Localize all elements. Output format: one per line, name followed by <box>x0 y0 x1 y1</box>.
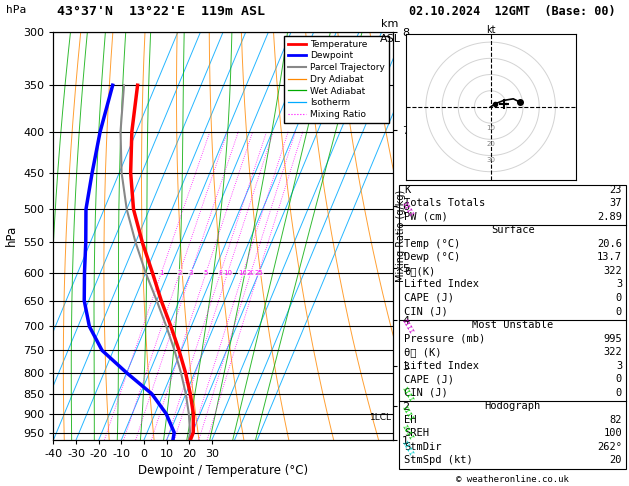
Text: Hodograph: Hodograph <box>484 401 541 411</box>
Text: 0: 0 <box>616 388 622 398</box>
Text: 262°: 262° <box>597 442 622 452</box>
Text: 8: 8 <box>218 270 223 276</box>
Text: Surface: Surface <box>491 226 535 235</box>
Text: SREH: SREH <box>404 428 430 438</box>
Text: 100: 100 <box>603 428 622 438</box>
Text: © weatheronline.co.uk: © weatheronline.co.uk <box>456 474 569 484</box>
Text: IIII: IIII <box>401 424 415 441</box>
Text: StmSpd (kt): StmSpd (kt) <box>404 455 473 466</box>
Text: 1: 1 <box>159 270 164 276</box>
Text: 30: 30 <box>486 157 495 163</box>
Text: Mixing Ratio (g/kg): Mixing Ratio (g/kg) <box>396 190 406 282</box>
Text: 2.89: 2.89 <box>597 212 622 222</box>
Text: EH: EH <box>404 415 417 425</box>
Text: 3: 3 <box>616 279 622 290</box>
Text: 995: 995 <box>603 333 622 344</box>
Text: 1LCL: 1LCL <box>370 413 392 422</box>
Text: 3: 3 <box>189 270 193 276</box>
Text: 25: 25 <box>254 270 263 276</box>
Text: Lifted Index: Lifted Index <box>404 279 479 290</box>
Text: 322: 322 <box>603 347 622 357</box>
Text: K: K <box>404 185 411 195</box>
Text: 37: 37 <box>610 198 622 208</box>
Text: 0: 0 <box>616 374 622 384</box>
Text: 43°37'N  13°22'E  119m ASL: 43°37'N 13°22'E 119m ASL <box>57 5 265 18</box>
Text: 02.10.2024  12GMT  (Base: 00): 02.10.2024 12GMT (Base: 00) <box>409 5 616 18</box>
Text: Most Unstable: Most Unstable <box>472 320 554 330</box>
Text: 20: 20 <box>486 141 495 147</box>
Text: 3: 3 <box>616 361 622 371</box>
Text: θᴁ(K): θᴁ(K) <box>404 266 436 276</box>
Text: IIII: IIII <box>401 317 415 335</box>
Text: hPa: hPa <box>6 5 26 15</box>
Text: IIII: IIII <box>401 200 415 218</box>
Text: 13.7: 13.7 <box>597 252 622 262</box>
Text: 20: 20 <box>610 455 622 466</box>
Text: IIII: IIII <box>401 385 415 403</box>
Text: CIN (J): CIN (J) <box>404 307 448 316</box>
Text: Dewp (°C): Dewp (°C) <box>404 252 460 262</box>
X-axis label: kt: kt <box>486 25 496 35</box>
Text: θᴁ (K): θᴁ (K) <box>404 347 442 357</box>
Text: IIII: IIII <box>401 440 415 457</box>
Text: 322: 322 <box>603 266 622 276</box>
Text: PW (cm): PW (cm) <box>404 212 448 222</box>
Text: 2: 2 <box>177 270 182 276</box>
Text: 20.6: 20.6 <box>597 239 622 249</box>
Text: ASL: ASL <box>379 34 401 44</box>
Text: 10: 10 <box>486 125 495 131</box>
Text: Lifted Index: Lifted Index <box>404 361 479 371</box>
Text: 16: 16 <box>238 270 248 276</box>
Text: 82: 82 <box>610 415 622 425</box>
Text: Totals Totals: Totals Totals <box>404 198 486 208</box>
Legend: Temperature, Dewpoint, Parcel Trajectory, Dry Adiabat, Wet Adiabat, Isotherm, Mi: Temperature, Dewpoint, Parcel Trajectory… <box>284 36 389 122</box>
Text: CIN (J): CIN (J) <box>404 388 448 398</box>
Text: 0: 0 <box>616 307 622 316</box>
Text: 10: 10 <box>223 270 232 276</box>
Text: StmDir: StmDir <box>404 442 442 452</box>
Text: 5: 5 <box>204 270 208 276</box>
Text: CAPE (J): CAPE (J) <box>404 293 454 303</box>
Text: km: km <box>381 19 399 29</box>
Y-axis label: hPa: hPa <box>5 225 18 246</box>
Text: Temp (°C): Temp (°C) <box>404 239 460 249</box>
Text: CAPE (J): CAPE (J) <box>404 374 454 384</box>
Text: 20: 20 <box>247 270 255 276</box>
Text: Pressure (mb): Pressure (mb) <box>404 333 486 344</box>
Text: 23: 23 <box>610 185 622 195</box>
Text: IIII: IIII <box>401 405 415 423</box>
Text: 0: 0 <box>616 293 622 303</box>
X-axis label: Dewpoint / Temperature (°C): Dewpoint / Temperature (°C) <box>138 465 308 477</box>
